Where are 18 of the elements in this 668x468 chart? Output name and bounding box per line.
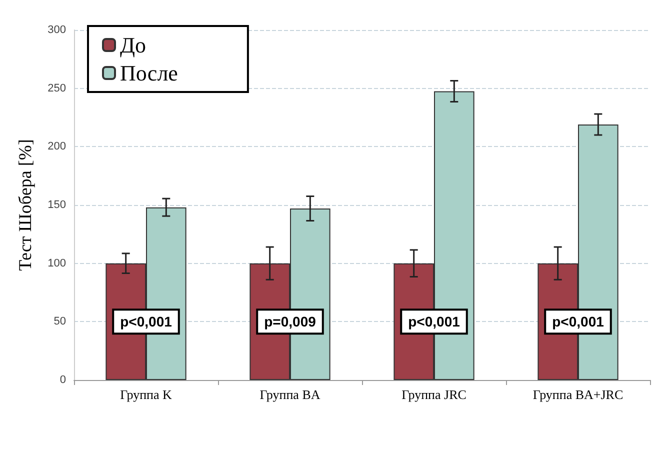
y-tick-label: 150 bbox=[48, 199, 66, 211]
legend-label: После bbox=[120, 60, 178, 86]
x-tick-label: Группа BA+JRC bbox=[532, 387, 624, 402]
legend-label: До bbox=[120, 32, 146, 58]
x-tick-label: Группа JRC bbox=[402, 387, 466, 402]
annotation: p<0,001 bbox=[120, 314, 172, 330]
y-tick-label: 200 bbox=[48, 140, 66, 153]
y-tick-label: 50 bbox=[54, 316, 66, 328]
x-tick-label: Группа BA bbox=[260, 387, 321, 402]
x-tick-label: Группа K bbox=[120, 387, 173, 402]
y-tick-label: 100 bbox=[48, 257, 66, 270]
annotation: p=0,009 bbox=[264, 314, 316, 330]
annotation: p<0,001 bbox=[408, 314, 460, 330]
y-tick-label: 250 bbox=[48, 82, 66, 94]
annotation: p<0,001 bbox=[552, 314, 604, 330]
y-tick-label: 300 bbox=[48, 24, 66, 36]
y-axis-title: Тест Шобера [%] bbox=[15, 139, 35, 271]
y-tick-label: 0 bbox=[60, 374, 66, 386]
